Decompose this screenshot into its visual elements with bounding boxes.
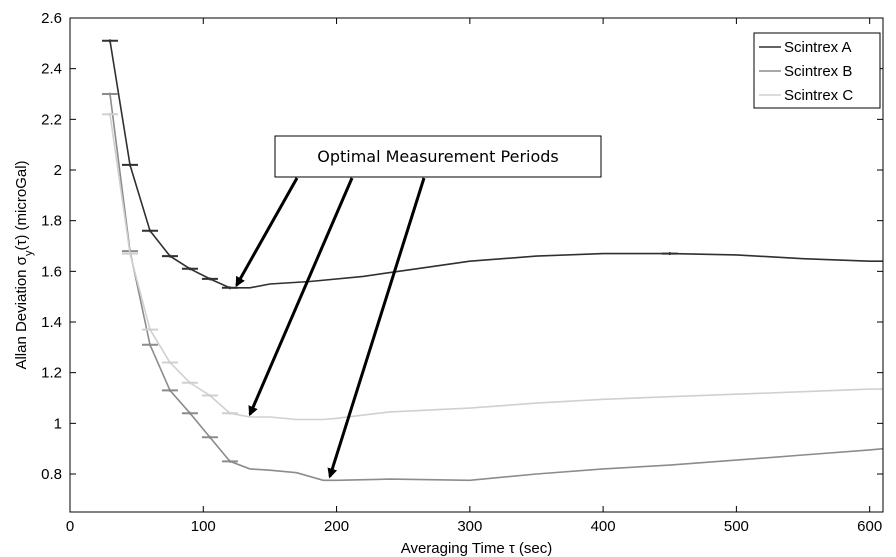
annotation-layer: Optimal Measurement Periods	[235, 135, 602, 479]
y-tick-label: 2.4	[41, 61, 62, 78]
x-tick-label: 100	[191, 518, 216, 535]
x-tick-label: 400	[591, 518, 616, 535]
x-axis-label: Averaging Time τ (sec)	[401, 540, 553, 557]
y-tick-label: 0.8	[41, 466, 62, 483]
y-tick-label: 1.2	[41, 365, 62, 382]
y-tick-label: 2.2	[41, 111, 62, 128]
y-axis-label-sigma: σ	[13, 255, 30, 265]
legend: Scintrex A Scintrex B Scintrex C	[753, 32, 881, 109]
series-line	[109, 40, 883, 289]
y-axis-label-main: Allan Deviation	[13, 265, 30, 369]
annotation-arrow	[248, 177, 354, 417]
annotation-text: Optimal Measurement Periods	[317, 147, 559, 166]
series-layer	[101, 39, 884, 482]
annotation-arrow	[327, 177, 426, 479]
y-tick-label: 1.6	[41, 263, 62, 280]
x-tick-label: 200	[324, 518, 349, 535]
axis-ticks: 0 100 200 300 400 500 600 0.8 1 1.2 1.4 1.6 1.8 2 2.2 2…	[41, 10, 883, 535]
y-tick-label: 1.4	[41, 314, 62, 331]
x-tick-label: 0	[66, 518, 74, 535]
annotation-arrow	[235, 177, 299, 288]
y-axis-label-rest: (τ) (microGal)	[13, 160, 30, 250]
x-tick-label: 500	[724, 518, 749, 535]
series-scintrex-c	[101, 112, 883, 421]
legend-entry: Scintrex A	[784, 39, 852, 56]
series-line	[109, 93, 884, 482]
y-tick-label: 2.6	[41, 10, 62, 27]
series-line	[109, 114, 883, 421]
annotation-box	[274, 135, 602, 178]
legend-entry: Scintrex C	[784, 87, 853, 104]
y-axis-label-subscript: y	[23, 250, 35, 256]
series-scintrex-a	[101, 39, 883, 290]
y-tick-label: 1	[54, 415, 62, 432]
x-tick-label: 600	[857, 518, 882, 535]
x-tick-label: 300	[457, 518, 482, 535]
plot-area-frame	[69, 17, 884, 513]
legend-entry: Scintrex B	[784, 63, 852, 80]
y-tick-label: 2	[54, 162, 62, 179]
y-tick-label: 1.8	[41, 213, 62, 230]
series-scintrex-b	[101, 92, 884, 482]
y-axis-label: Allan Deviation σy(τ) (microGal)	[13, 160, 35, 369]
